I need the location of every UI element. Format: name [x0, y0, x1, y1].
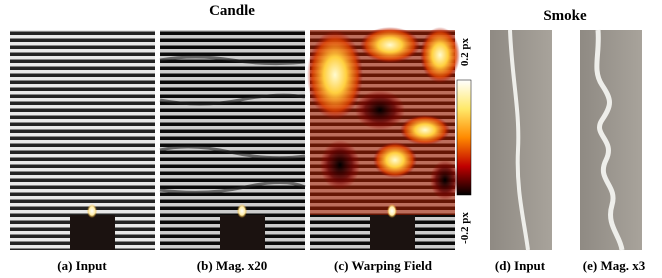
panel-image — [307, 27, 460, 250]
caption: (e) Mag. x3 — [583, 258, 646, 273]
group-title: Candle — [209, 3, 255, 19]
panel-image — [580, 30, 642, 250]
group-title: Smoke — [543, 8, 587, 24]
colorbar — [457, 80, 471, 195]
panel-image — [490, 30, 552, 250]
colorbar-label: -0.2 px — [459, 212, 471, 244]
panel-image — [10, 30, 155, 250]
panel-image — [160, 30, 305, 250]
colorbar-label: 0.2 px — [459, 37, 471, 66]
caption: (d) Input — [495, 258, 546, 273]
page: Candle Smoke 0.2 px -0.2 px (a) Input (b… — [0, 0, 662, 278]
caption: (c) Warping Field — [334, 258, 433, 273]
caption: (a) Input — [57, 258, 107, 273]
figure: Candle Smoke 0.2 px -0.2 px (a) Input (b… — [0, 0, 662, 278]
caption: (b) Mag. x20 — [197, 258, 267, 273]
